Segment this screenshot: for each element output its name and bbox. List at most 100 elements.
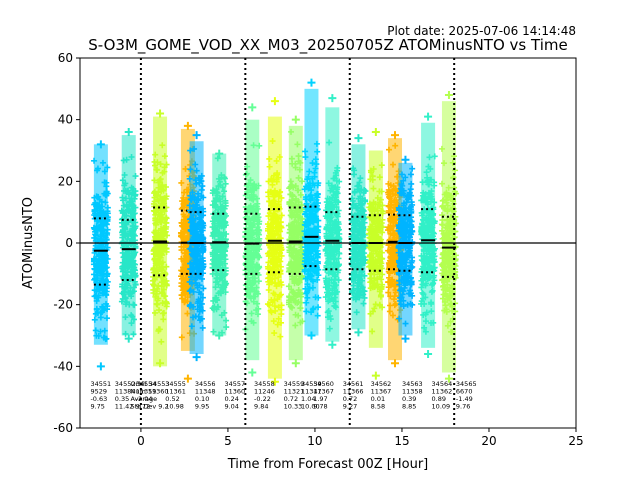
outlier-point (156, 109, 165, 118)
series-2 (150, 109, 171, 368)
y-tick-label: -20 (53, 298, 73, 312)
y-tick-label: 40 (58, 113, 73, 127)
outlier-point (328, 94, 337, 103)
series-9 (301, 78, 322, 340)
outlier-point (371, 128, 380, 136)
orbit-annotation: 34565 6670 -1.49 9.76 (456, 380, 477, 411)
outlier-point (96, 362, 105, 371)
x-tick-label: 15 (394, 434, 409, 448)
orbit-annotation: 34556 11348 0.10 9.95 (195, 380, 216, 411)
outlier-point (391, 131, 400, 140)
outlier-point (424, 112, 433, 121)
y-tick-label: 20 (58, 174, 73, 188)
series-15 (418, 112, 438, 358)
x-tick-label: 5 (224, 434, 232, 448)
y-tick-label: 60 (58, 51, 73, 65)
series-7 (264, 97, 285, 386)
series-band (325, 107, 340, 342)
annotation-line: 9.84 (254, 403, 268, 411)
series-16 (438, 91, 459, 383)
y-tick-label: 0 (65, 236, 73, 250)
orbit-annotation: 34558 11246 -0.22 9.84 (254, 380, 275, 411)
series-band (245, 119, 260, 361)
series-1 (118, 128, 139, 343)
annotation-line: 9.75 (90, 403, 104, 411)
outlier-point (328, 340, 337, 349)
x-tick-label: 10 (307, 434, 322, 448)
annotation-line: 9.72 (136, 403, 150, 411)
outlier-point (291, 359, 300, 368)
outlier-point (291, 115, 300, 124)
series-band (267, 116, 282, 379)
outlier-point (307, 78, 316, 87)
x-tick-label: 20 (481, 434, 496, 448)
series-4 (186, 131, 207, 362)
outlier-point (156, 359, 165, 368)
annotation-line: 10.98 (165, 403, 184, 411)
series-0 (90, 140, 111, 371)
plot-area (90, 78, 459, 386)
orbit-annotation: 34560 11367 1.97 9.78 (313, 380, 334, 411)
x-tick-label: 0 (137, 434, 145, 448)
orbit-annotation: 34562 11367 0.01 8.58 (371, 380, 392, 411)
outlier-point (444, 91, 453, 99)
outlier-point (354, 134, 363, 143)
series-8 (285, 115, 306, 368)
orbit-annotation: 34555 11361 0.52 10.98 (165, 380, 186, 411)
series-band (304, 88, 319, 336)
outlier-point (354, 328, 363, 337)
annotation-line: 10.09 (432, 403, 451, 411)
outlier-point (371, 371, 380, 380)
series-11 (348, 134, 369, 337)
outlier-point (248, 368, 257, 377)
series-band (421, 122, 436, 348)
outlier-point (96, 140, 105, 149)
annotation-line: 9.95 (195, 403, 209, 411)
outlier-point (183, 374, 192, 383)
y-tick-label: -40 (53, 359, 73, 373)
y-tick-label: -60 (53, 421, 73, 435)
annotation-line: 9.27 (343, 403, 357, 411)
series-band (212, 153, 227, 336)
series-band (398, 162, 413, 336)
annotation-line: 10.33 (284, 403, 303, 411)
outlier-point (183, 121, 192, 130)
outlier-point (124, 334, 133, 343)
outlier-point (391, 359, 400, 368)
annotation-line: 9.76 (456, 403, 470, 411)
annotation-line: 8.85 (402, 403, 416, 411)
orbit-annotation: 34563 11358 0.39 8.85 (402, 380, 423, 411)
series-band (368, 150, 383, 348)
outlier-point (124, 128, 133, 136)
orbit-annotation: 34557 11360 0.24 9.04 (224, 380, 245, 411)
series-12 (366, 128, 386, 380)
series-14 (395, 155, 416, 343)
series-10 (322, 94, 343, 349)
series-band (441, 101, 456, 373)
chart-title: S-O3M_GOME_VOD_XX_M03_20250705Z ATOMinus… (88, 36, 567, 55)
outlier-point (401, 334, 410, 343)
series-band (351, 144, 366, 330)
annotation-line: 8.58 (371, 403, 385, 411)
series-5 (209, 149, 230, 340)
x-axis-label: Time from Forecast 00Z [Hour] (227, 457, 429, 472)
outlier-point (270, 97, 279, 106)
outlier-point (424, 350, 433, 358)
plot-date: Plot date: 2025-07-06 14:14:48 (387, 24, 576, 38)
annotation-line: 9.04 (224, 403, 238, 411)
orbit-annotation: 34561 11366 0.72 9.27 (343, 380, 364, 411)
outlier-point (248, 103, 257, 112)
outlier-point (192, 353, 201, 362)
series-band (189, 141, 204, 354)
orbit-annotation: 34551 9529 -0.63 9.75 (90, 380, 111, 411)
orbit-annotation: 34564 11362 0.89 10.09 (432, 380, 453, 411)
series-band (93, 144, 108, 345)
series-band (121, 135, 136, 336)
annotation-line: 9.78 (313, 403, 327, 411)
outlier-point (192, 131, 201, 140)
outlier-point (401, 155, 410, 164)
x-tick-label: 25 (568, 434, 583, 448)
y-axis-label: ATOMinusNTO (21, 197, 36, 289)
